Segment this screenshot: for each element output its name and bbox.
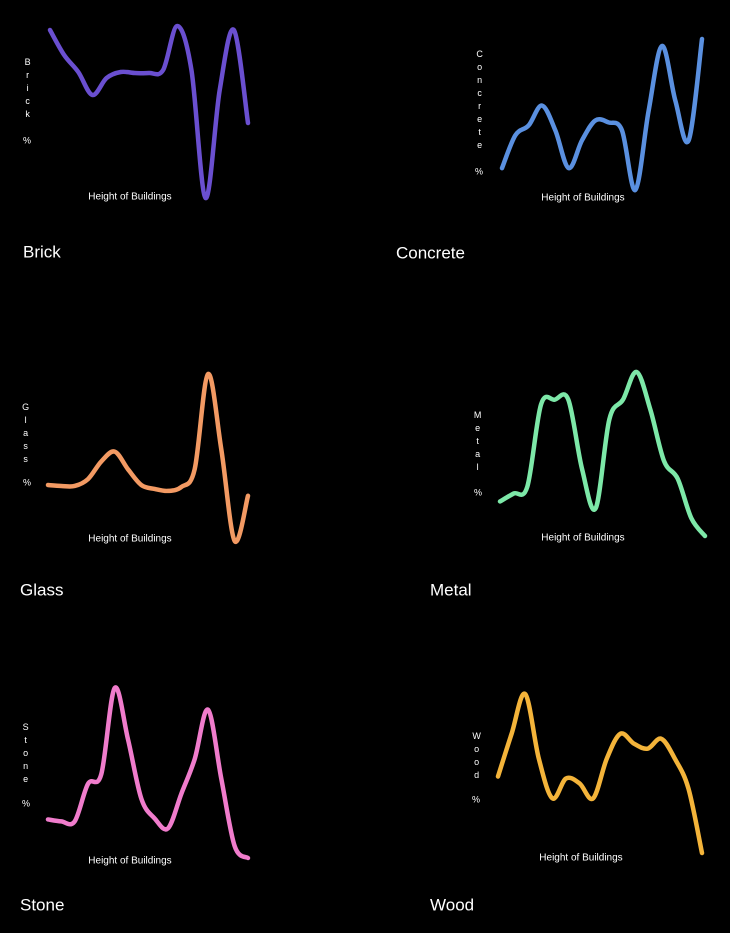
x-axis-label: Height of Buildings <box>541 193 624 204</box>
y-axis-unit: % <box>474 487 482 497</box>
chart-title: Wood <box>430 895 474 914</box>
y-axis-unit: % <box>475 166 483 176</box>
chart-title: Metal <box>430 580 472 599</box>
line <box>45 685 251 861</box>
y-axis-label: Concrete <box>475 49 485 153</box>
x-axis-label: Height of Buildings <box>88 534 171 545</box>
x-axis-label: Height of Buildings <box>88 856 171 867</box>
y-axis-label: Glass <box>21 402 31 467</box>
line <box>497 369 708 539</box>
chart-title: Stone <box>20 895 64 914</box>
y-axis-label: Wood <box>472 731 482 783</box>
y-axis-unit: % <box>472 794 480 804</box>
x-axis-label: Height of Buildings <box>539 853 622 864</box>
y-axis-unit: % <box>23 135 31 145</box>
x-axis-label: Height of Buildings <box>88 192 171 203</box>
line <box>45 371 251 544</box>
y-axis-unit: % <box>22 798 30 808</box>
y-axis-label: Brick <box>23 57 33 122</box>
line <box>499 36 705 193</box>
line <box>47 23 251 201</box>
y-axis-label: Metal <box>473 410 483 475</box>
chart-title: Brick <box>23 242 61 261</box>
chart-title: Glass <box>20 580 63 599</box>
y-axis-unit: % <box>23 477 31 487</box>
line <box>495 691 705 856</box>
x-axis-label: Height of Buildings <box>541 533 624 544</box>
chart-title: Concrete <box>396 243 465 262</box>
y-axis-label: Stone <box>21 722 31 787</box>
